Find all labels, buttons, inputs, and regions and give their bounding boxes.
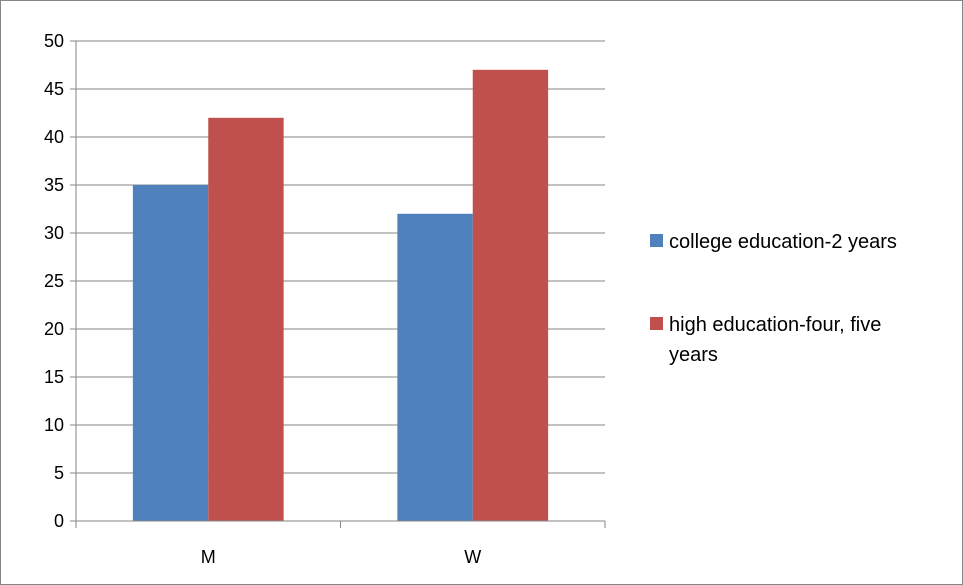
legend-label-college-education: college education-2 years (669, 231, 897, 253)
legend-label-high-education-line-1: high education-four, five (669, 314, 881, 336)
y-tick-labels: 0 5 10 15 20 25 30 35 40 45 50 (44, 31, 64, 531)
bars (132, 69, 549, 522)
y-tick-label-45: 45 (44, 79, 64, 99)
y-tick-label-5: 5 (54, 463, 64, 483)
y-tick-label-35: 35 (44, 175, 64, 195)
legend: college education-2 years high education… (650, 231, 897, 366)
y-tick-label-25: 25 (44, 271, 64, 291)
y-tick-label-15: 15 (44, 367, 64, 387)
legend-swatch-college-education (650, 234, 663, 247)
x-tick-label-w: W (464, 547, 481, 567)
legend-label-high-education-line-2: years (669, 344, 718, 366)
y-tick-label-50: 50 (44, 31, 64, 51)
bar-m-series-0 (132, 185, 209, 521)
y-tick-label-40: 40 (44, 127, 64, 147)
y-tick-label-20: 20 (44, 319, 64, 339)
bar-m-series-1 (208, 117, 284, 522)
x-tick-label-m: M (201, 547, 216, 567)
legend-swatch-high-education (650, 317, 663, 330)
bar-w-series-1 (472, 69, 549, 522)
bar-w-series-0 (397, 213, 473, 522)
axes (70, 40, 606, 528)
y-tick-label-10: 10 (44, 415, 64, 435)
y-tick-label-30: 30 (44, 223, 64, 243)
y-tick-label-0: 0 (54, 511, 64, 531)
